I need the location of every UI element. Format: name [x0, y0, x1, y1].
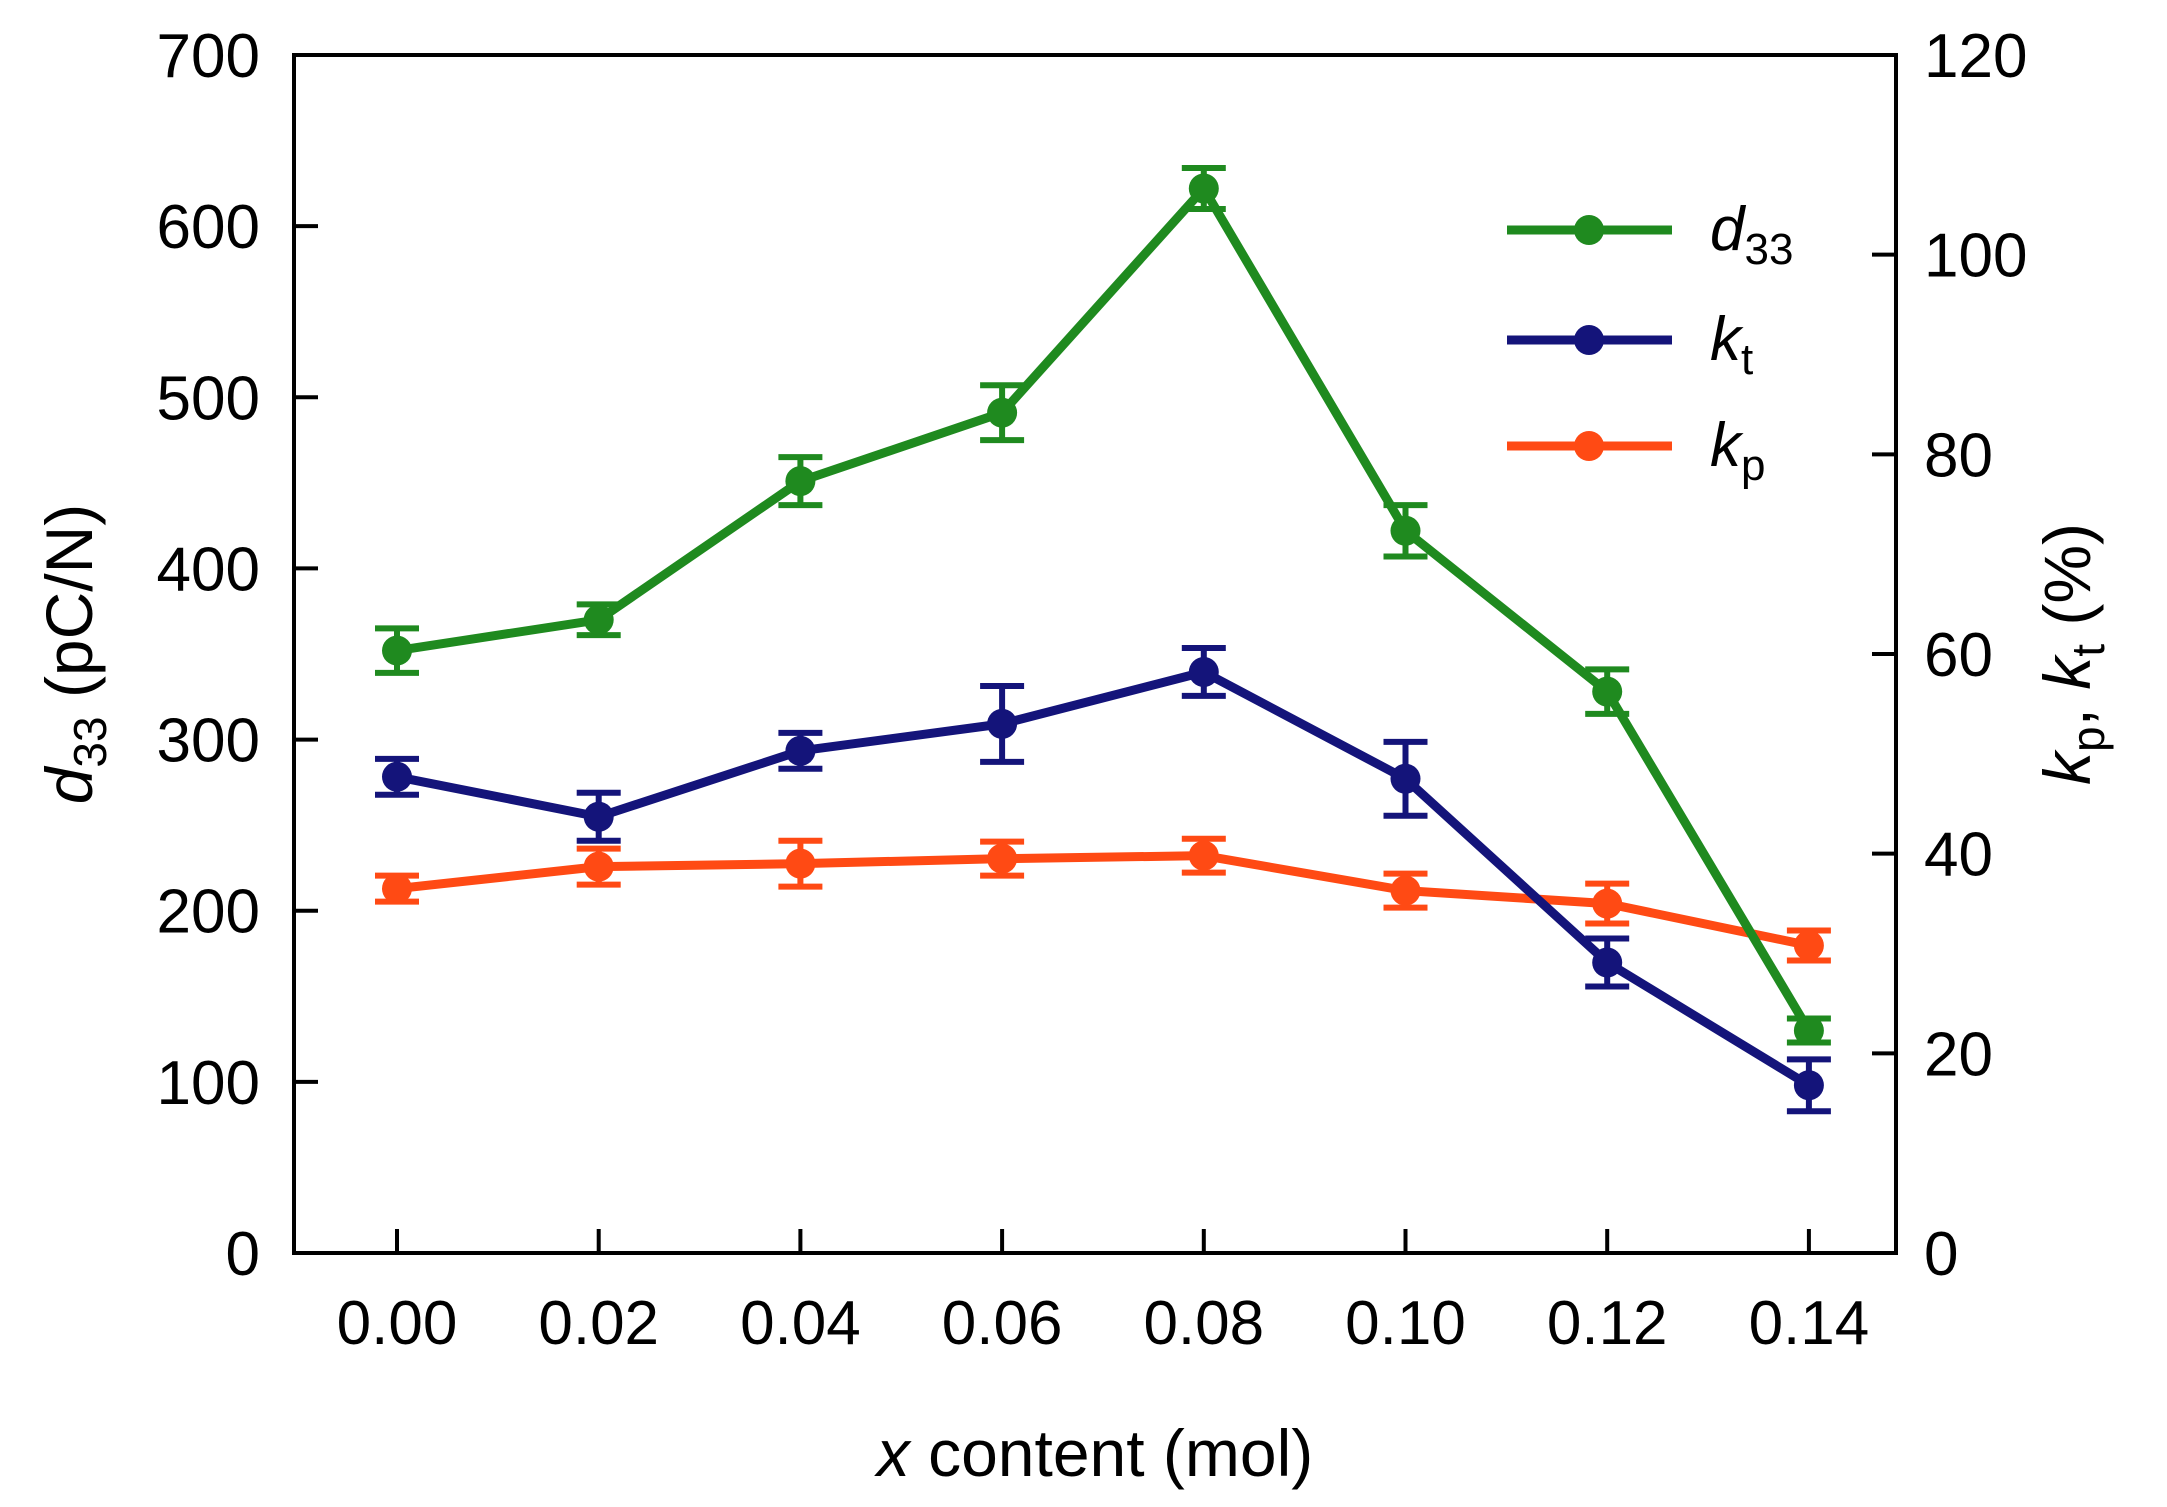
- left-y-tick-label-7: 700: [157, 22, 260, 91]
- left-y-tick-label-1: 100: [157, 1049, 260, 1118]
- point-kp-5: [1390, 875, 1421, 906]
- x-tick-label-2: 0.04: [740, 1289, 861, 1358]
- x-tick-label-6: 0.12: [1547, 1289, 1668, 1358]
- point-kp-6: [1592, 888, 1623, 919]
- x-axis: 0.00 0.02 0.04 0.06 0.08 0.10 0.12 0.14: [337, 1229, 1870, 1358]
- series-kt: [375, 645, 1831, 1115]
- point-kt-3: [987, 708, 1018, 739]
- left-y-tick-label-2: 200: [157, 878, 260, 947]
- point-kp-4: [1188, 840, 1219, 871]
- left-y-tick-label-4: 400: [157, 535, 260, 604]
- series-kp: [375, 835, 1831, 964]
- point-d33-3: [987, 397, 1018, 428]
- right-y-tick-label-2: 40: [1924, 821, 1993, 890]
- left-y-axis: 0 100 200 300 400 500 600 700: [157, 22, 318, 1289]
- legend-marker-kp: [1574, 431, 1604, 461]
- x-tick-label-7: 0.14: [1749, 1289, 1870, 1358]
- point-d33-2: [785, 466, 816, 497]
- point-kt-4: [1188, 656, 1219, 687]
- point-d33-5: [1390, 515, 1421, 546]
- point-kp-3: [987, 843, 1018, 874]
- right-y-tick-label-5: 100: [1924, 222, 2027, 291]
- x-tick-label-3: 0.06: [942, 1289, 1063, 1358]
- x-tick-label-0: 0.00: [337, 1289, 458, 1358]
- right-y-tick-label-1: 20: [1924, 1020, 1993, 1089]
- x-tick-label-5: 0.10: [1345, 1289, 1466, 1358]
- legend-label-kt: kt: [1710, 305, 1753, 384]
- series-d33: [375, 164, 1831, 1046]
- left-y-tick-label-6: 600: [157, 193, 260, 262]
- point-kt-0: [382, 761, 412, 792]
- right-y-tick-label-4: 80: [1924, 421, 1993, 490]
- left-y-tick-label-5: 500: [157, 364, 260, 433]
- legend-label-d33: d33: [1710, 195, 1793, 274]
- point-kt-1: [583, 801, 614, 832]
- point-d33-6: [1592, 676, 1623, 707]
- point-kt-7: [1793, 1070, 1824, 1101]
- right-y-axis-title: kp, kt (%): [2030, 523, 2114, 785]
- point-kt-5: [1390, 763, 1421, 794]
- right-y-tick-label-3: 60: [1924, 621, 1993, 690]
- point-d33-0: [382, 635, 412, 666]
- left-y-tick-label-3: 300: [157, 707, 260, 776]
- series-line-kp: [396, 851, 1810, 950]
- legend-marker-kt: [1574, 325, 1604, 355]
- legend-label-kp: kp: [1710, 411, 1765, 490]
- point-kp-7: [1793, 930, 1824, 961]
- x-axis-title: x content (mol): [874, 1416, 1313, 1490]
- left-y-axis-title: d33 (pC/N): [32, 504, 116, 805]
- legend: d33 kt kp: [1507, 195, 1793, 490]
- point-kt-2: [785, 735, 816, 766]
- legend-marker-d33: [1574, 215, 1604, 245]
- legend-item-d33: d33: [1507, 195, 1793, 274]
- series-layer: [375, 164, 1831, 1115]
- legend-item-kp: kp: [1507, 411, 1765, 490]
- right-y-tick-label-6: 120: [1924, 22, 2027, 91]
- x-tick-label-4: 0.08: [1143, 1289, 1264, 1358]
- legend-item-kt: kt: [1507, 305, 1753, 384]
- point-kt-6: [1592, 947, 1623, 978]
- point-d33-7: [1793, 1015, 1824, 1046]
- point-kp-0: [382, 873, 412, 904]
- series-line-d33: [396, 183, 1813, 1033]
- point-kp-2: [785, 848, 816, 879]
- point-kp-1: [583, 851, 614, 882]
- left-y-tick-label-0: 0: [226, 1220, 260, 1289]
- right-y-tick-label-0: 0: [1924, 1220, 1958, 1289]
- point-d33-1: [583, 604, 614, 635]
- series-line-kt: [396, 667, 1812, 1090]
- x-tick-label-1: 0.02: [538, 1289, 659, 1358]
- right-y-axis: 0 20 40 60 80 100 120: [1872, 22, 2027, 1289]
- plot-frame: [292, 53, 1898, 1255]
- point-d33-4: [1188, 173, 1219, 204]
